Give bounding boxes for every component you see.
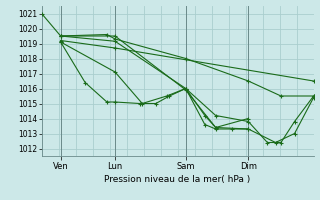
- X-axis label: Pression niveau de la mer( hPa ): Pression niveau de la mer( hPa ): [104, 175, 251, 184]
